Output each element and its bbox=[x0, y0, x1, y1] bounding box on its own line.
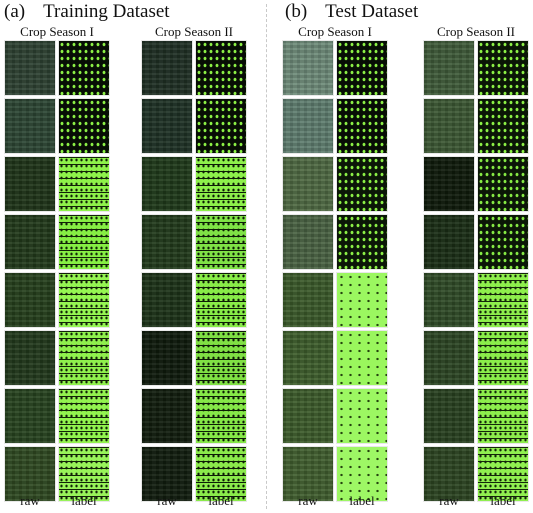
col-label-label: label bbox=[349, 493, 375, 508]
raw-image-tile bbox=[423, 388, 475, 444]
label-mask-tile bbox=[336, 446, 388, 502]
raw-image-tile bbox=[282, 214, 334, 270]
label-mask-tile bbox=[195, 156, 247, 212]
label-mask-tile bbox=[58, 98, 110, 154]
label-mask-tile bbox=[58, 272, 110, 328]
label-mask-tile bbox=[477, 388, 529, 444]
raw-image-tile bbox=[141, 40, 193, 96]
col-label-raw: raw bbox=[20, 493, 40, 508]
panel-letter: (b) bbox=[285, 1, 308, 22]
col-label-raw: raw bbox=[157, 493, 177, 508]
raw-image-tile bbox=[282, 446, 334, 502]
label-mask-tile bbox=[58, 446, 110, 502]
season-title: Crop Season I bbox=[20, 24, 94, 39]
panel-title-text: Test Dataset bbox=[325, 1, 419, 22]
raw-image-tile bbox=[4, 156, 56, 212]
raw-image-tile bbox=[141, 156, 193, 212]
label-mask-tile bbox=[477, 156, 529, 212]
label-mask-tile bbox=[195, 272, 247, 328]
label-mask-tile bbox=[336, 40, 388, 96]
tile-grid bbox=[4, 40, 110, 502]
label-mask-tile bbox=[477, 272, 529, 328]
raw-image-tile bbox=[282, 156, 334, 212]
label-mask-tile bbox=[195, 98, 247, 154]
raw-image-tile bbox=[423, 214, 475, 270]
season-title: Crop Season II bbox=[437, 24, 515, 39]
tile-grid bbox=[282, 40, 388, 502]
raw-image-tile bbox=[4, 40, 56, 96]
raw-image-tile bbox=[423, 272, 475, 328]
label-mask-tile bbox=[336, 272, 388, 328]
label-mask-tile bbox=[477, 40, 529, 96]
label-mask-tile bbox=[477, 214, 529, 270]
label-mask-tile bbox=[195, 40, 247, 96]
raw-image-tile bbox=[4, 388, 56, 444]
raw-image-tile bbox=[282, 388, 334, 444]
raw-image-tile bbox=[282, 330, 334, 386]
raw-image-tile bbox=[423, 446, 475, 502]
label-mask-tile bbox=[58, 156, 110, 212]
raw-image-tile bbox=[141, 214, 193, 270]
raw-image-tile bbox=[423, 156, 475, 212]
col-label-label: label bbox=[71, 493, 97, 508]
raw-image-tile bbox=[141, 330, 193, 386]
label-mask-tile bbox=[477, 98, 529, 154]
panel-b-title: (b) Test Dataset bbox=[285, 0, 418, 24]
raw-image-tile bbox=[423, 40, 475, 96]
raw-image-tile bbox=[423, 330, 475, 386]
label-mask-tile bbox=[336, 156, 388, 212]
raw-image-tile bbox=[4, 446, 56, 502]
raw-image-tile bbox=[282, 98, 334, 154]
col-label-label: label bbox=[208, 493, 234, 508]
raw-image-tile bbox=[4, 272, 56, 328]
raw-image-tile bbox=[4, 330, 56, 386]
raw-image-tile bbox=[141, 272, 193, 328]
panel-title-text: Training Dataset bbox=[43, 1, 170, 22]
label-mask-tile bbox=[58, 40, 110, 96]
tile-grid bbox=[423, 40, 529, 502]
label-mask-tile bbox=[58, 214, 110, 270]
col-label-raw: raw bbox=[298, 493, 318, 508]
season-title: Crop Season I bbox=[298, 24, 372, 39]
panel-divider bbox=[266, 4, 267, 509]
raw-image-tile bbox=[282, 40, 334, 96]
panel-a-title: (a) Training Dataset bbox=[4, 0, 170, 24]
season-title: Crop Season II bbox=[155, 24, 233, 39]
raw-image-tile bbox=[4, 98, 56, 154]
label-mask-tile bbox=[195, 330, 247, 386]
label-mask-tile bbox=[195, 214, 247, 270]
label-mask-tile bbox=[477, 330, 529, 386]
label-mask-tile bbox=[336, 98, 388, 154]
raw-image-tile bbox=[141, 388, 193, 444]
label-mask-tile bbox=[477, 446, 529, 502]
tile-grid bbox=[141, 40, 247, 502]
label-mask-tile bbox=[58, 388, 110, 444]
label-mask-tile bbox=[195, 446, 247, 502]
label-mask-tile bbox=[336, 388, 388, 444]
label-mask-tile bbox=[336, 330, 388, 386]
panel-letter: (a) bbox=[4, 1, 26, 22]
raw-image-tile bbox=[423, 98, 475, 154]
label-mask-tile bbox=[336, 214, 388, 270]
raw-image-tile bbox=[4, 214, 56, 270]
raw-image-tile bbox=[141, 98, 193, 154]
label-mask-tile bbox=[58, 330, 110, 386]
label-mask-tile bbox=[195, 388, 247, 444]
raw-image-tile bbox=[141, 446, 193, 502]
col-label-raw: raw bbox=[439, 493, 459, 508]
raw-image-tile bbox=[282, 272, 334, 328]
col-label-label: label bbox=[490, 493, 516, 508]
